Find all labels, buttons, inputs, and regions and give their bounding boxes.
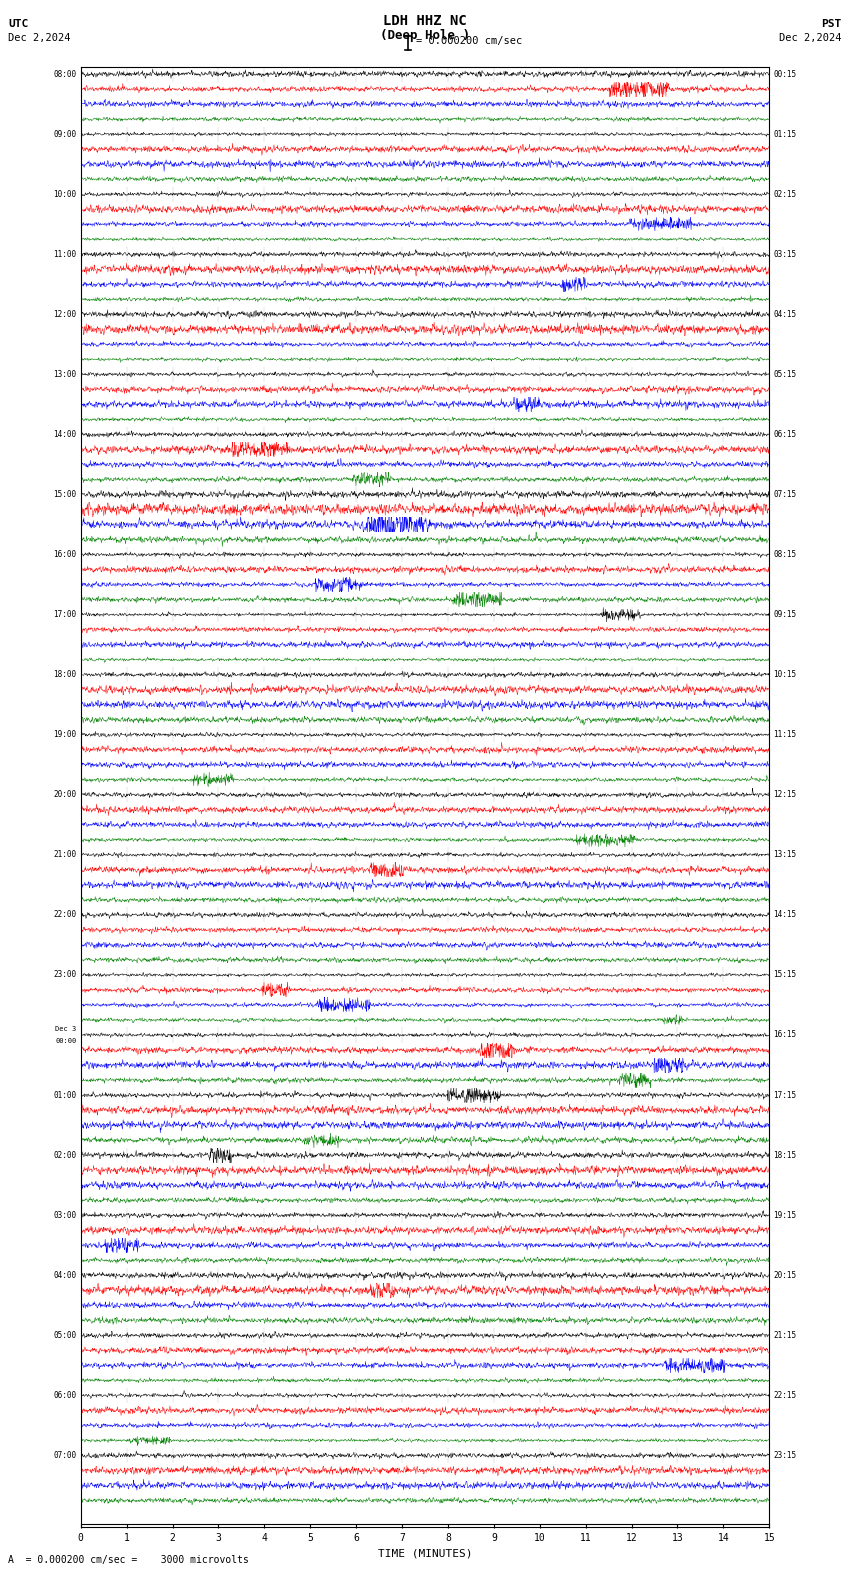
Text: 21:00: 21:00 [54,851,76,859]
Text: 21:15: 21:15 [774,1331,796,1340]
Text: 19:00: 19:00 [54,730,76,740]
Text: 23:15: 23:15 [774,1451,796,1460]
Text: 22:00: 22:00 [54,911,76,919]
Text: 08:00: 08:00 [54,70,76,79]
Text: 11:15: 11:15 [774,730,796,740]
Text: 12:00: 12:00 [54,310,76,318]
Text: 18:00: 18:00 [54,670,76,680]
Text: 08:15: 08:15 [774,550,796,559]
Text: 22:15: 22:15 [774,1391,796,1400]
Text: 06:15: 06:15 [774,429,796,439]
Text: 10:00: 10:00 [54,190,76,198]
Text: 16:00: 16:00 [54,550,76,559]
Text: 02:15: 02:15 [774,190,796,198]
Text: 04:15: 04:15 [774,310,796,318]
Text: PST: PST [821,19,842,29]
Text: 17:15: 17:15 [774,1090,796,1099]
Text: A  = 0.000200 cm/sec =    3000 microvolts: A = 0.000200 cm/sec = 3000 microvolts [8,1555,249,1565]
Text: Dec 2,2024: Dec 2,2024 [779,33,842,43]
Text: 00:00: 00:00 [55,1039,76,1044]
Text: 05:00: 05:00 [54,1331,76,1340]
Text: 09:15: 09:15 [774,610,796,619]
Text: 18:15: 18:15 [774,1150,796,1159]
Text: 14:00: 14:00 [54,429,76,439]
Text: 14:15: 14:15 [774,911,796,919]
Text: 15:00: 15:00 [54,489,76,499]
Text: 00:15: 00:15 [774,70,796,79]
Text: 06:00: 06:00 [54,1391,76,1400]
Text: 20:00: 20:00 [54,790,76,800]
Text: (Deep Hole ): (Deep Hole ) [380,29,470,41]
Text: 23:00: 23:00 [54,971,76,979]
Text: 01:00: 01:00 [54,1090,76,1099]
Text: 20:15: 20:15 [774,1270,796,1280]
Text: 17:00: 17:00 [54,610,76,619]
Text: 01:15: 01:15 [774,130,796,138]
Text: 02:00: 02:00 [54,1150,76,1159]
Text: 07:15: 07:15 [774,489,796,499]
Text: 19:15: 19:15 [774,1210,796,1220]
Text: Dec 2,2024: Dec 2,2024 [8,33,71,43]
Text: 09:00: 09:00 [54,130,76,138]
Text: 03:00: 03:00 [54,1210,76,1220]
Text: 15:15: 15:15 [774,971,796,979]
Text: Dec 3: Dec 3 [55,1026,76,1031]
Text: = 0.000200 cm/sec: = 0.000200 cm/sec [416,36,523,46]
Text: 05:15: 05:15 [774,369,796,379]
Text: 12:15: 12:15 [774,790,796,800]
Text: 07:00: 07:00 [54,1451,76,1460]
Text: 04:00: 04:00 [54,1270,76,1280]
Text: 03:15: 03:15 [774,250,796,258]
X-axis label: TIME (MINUTES): TIME (MINUTES) [377,1549,473,1559]
Text: LDH HHZ NC: LDH HHZ NC [383,14,467,29]
Text: 10:15: 10:15 [774,670,796,680]
Text: UTC: UTC [8,19,29,29]
Text: 13:00: 13:00 [54,369,76,379]
Text: 16:15: 16:15 [774,1031,796,1039]
Text: 13:15: 13:15 [774,851,796,859]
Text: 11:00: 11:00 [54,250,76,258]
